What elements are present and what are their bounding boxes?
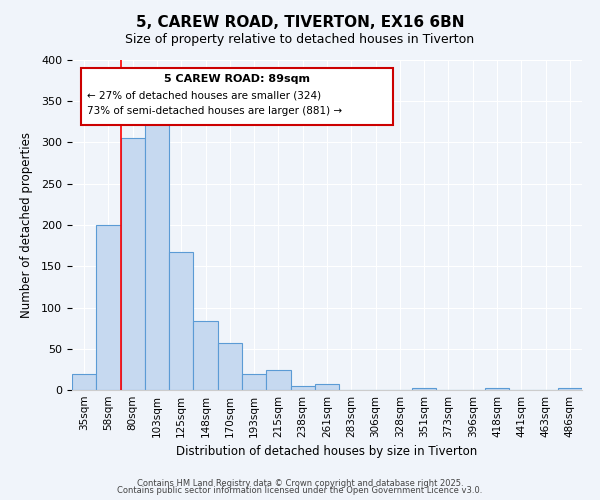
Bar bbox=[485, 388, 509, 390]
Bar bbox=[315, 384, 339, 390]
Bar bbox=[218, 343, 242, 390]
Text: Contains public sector information licensed under the Open Government Licence v3: Contains public sector information licen… bbox=[118, 486, 482, 495]
Text: Contains HM Land Registry data © Crown copyright and database right 2025.: Contains HM Land Registry data © Crown c… bbox=[137, 478, 463, 488]
Bar bbox=[121, 138, 145, 390]
Text: ← 27% of detached houses are smaller (324): ← 27% of detached houses are smaller (32… bbox=[87, 91, 321, 101]
Bar bbox=[96, 225, 121, 390]
Bar bbox=[266, 370, 290, 390]
Bar bbox=[558, 388, 582, 390]
Bar bbox=[242, 374, 266, 390]
Bar bbox=[193, 320, 218, 390]
Bar bbox=[145, 118, 169, 390]
Text: 5, CAREW ROAD, TIVERTON, EX16 6BN: 5, CAREW ROAD, TIVERTON, EX16 6BN bbox=[136, 15, 464, 30]
Y-axis label: Number of detached properties: Number of detached properties bbox=[20, 132, 33, 318]
Text: 5 CAREW ROAD: 89sqm: 5 CAREW ROAD: 89sqm bbox=[164, 74, 310, 84]
X-axis label: Distribution of detached houses by size in Tiverton: Distribution of detached houses by size … bbox=[176, 446, 478, 458]
Bar bbox=[72, 374, 96, 390]
Bar bbox=[290, 386, 315, 390]
Bar bbox=[412, 388, 436, 390]
Text: 73% of semi-detached houses are larger (881) →: 73% of semi-detached houses are larger (… bbox=[87, 106, 342, 116]
Text: Size of property relative to detached houses in Tiverton: Size of property relative to detached ho… bbox=[125, 32, 475, 46]
Bar bbox=[169, 252, 193, 390]
